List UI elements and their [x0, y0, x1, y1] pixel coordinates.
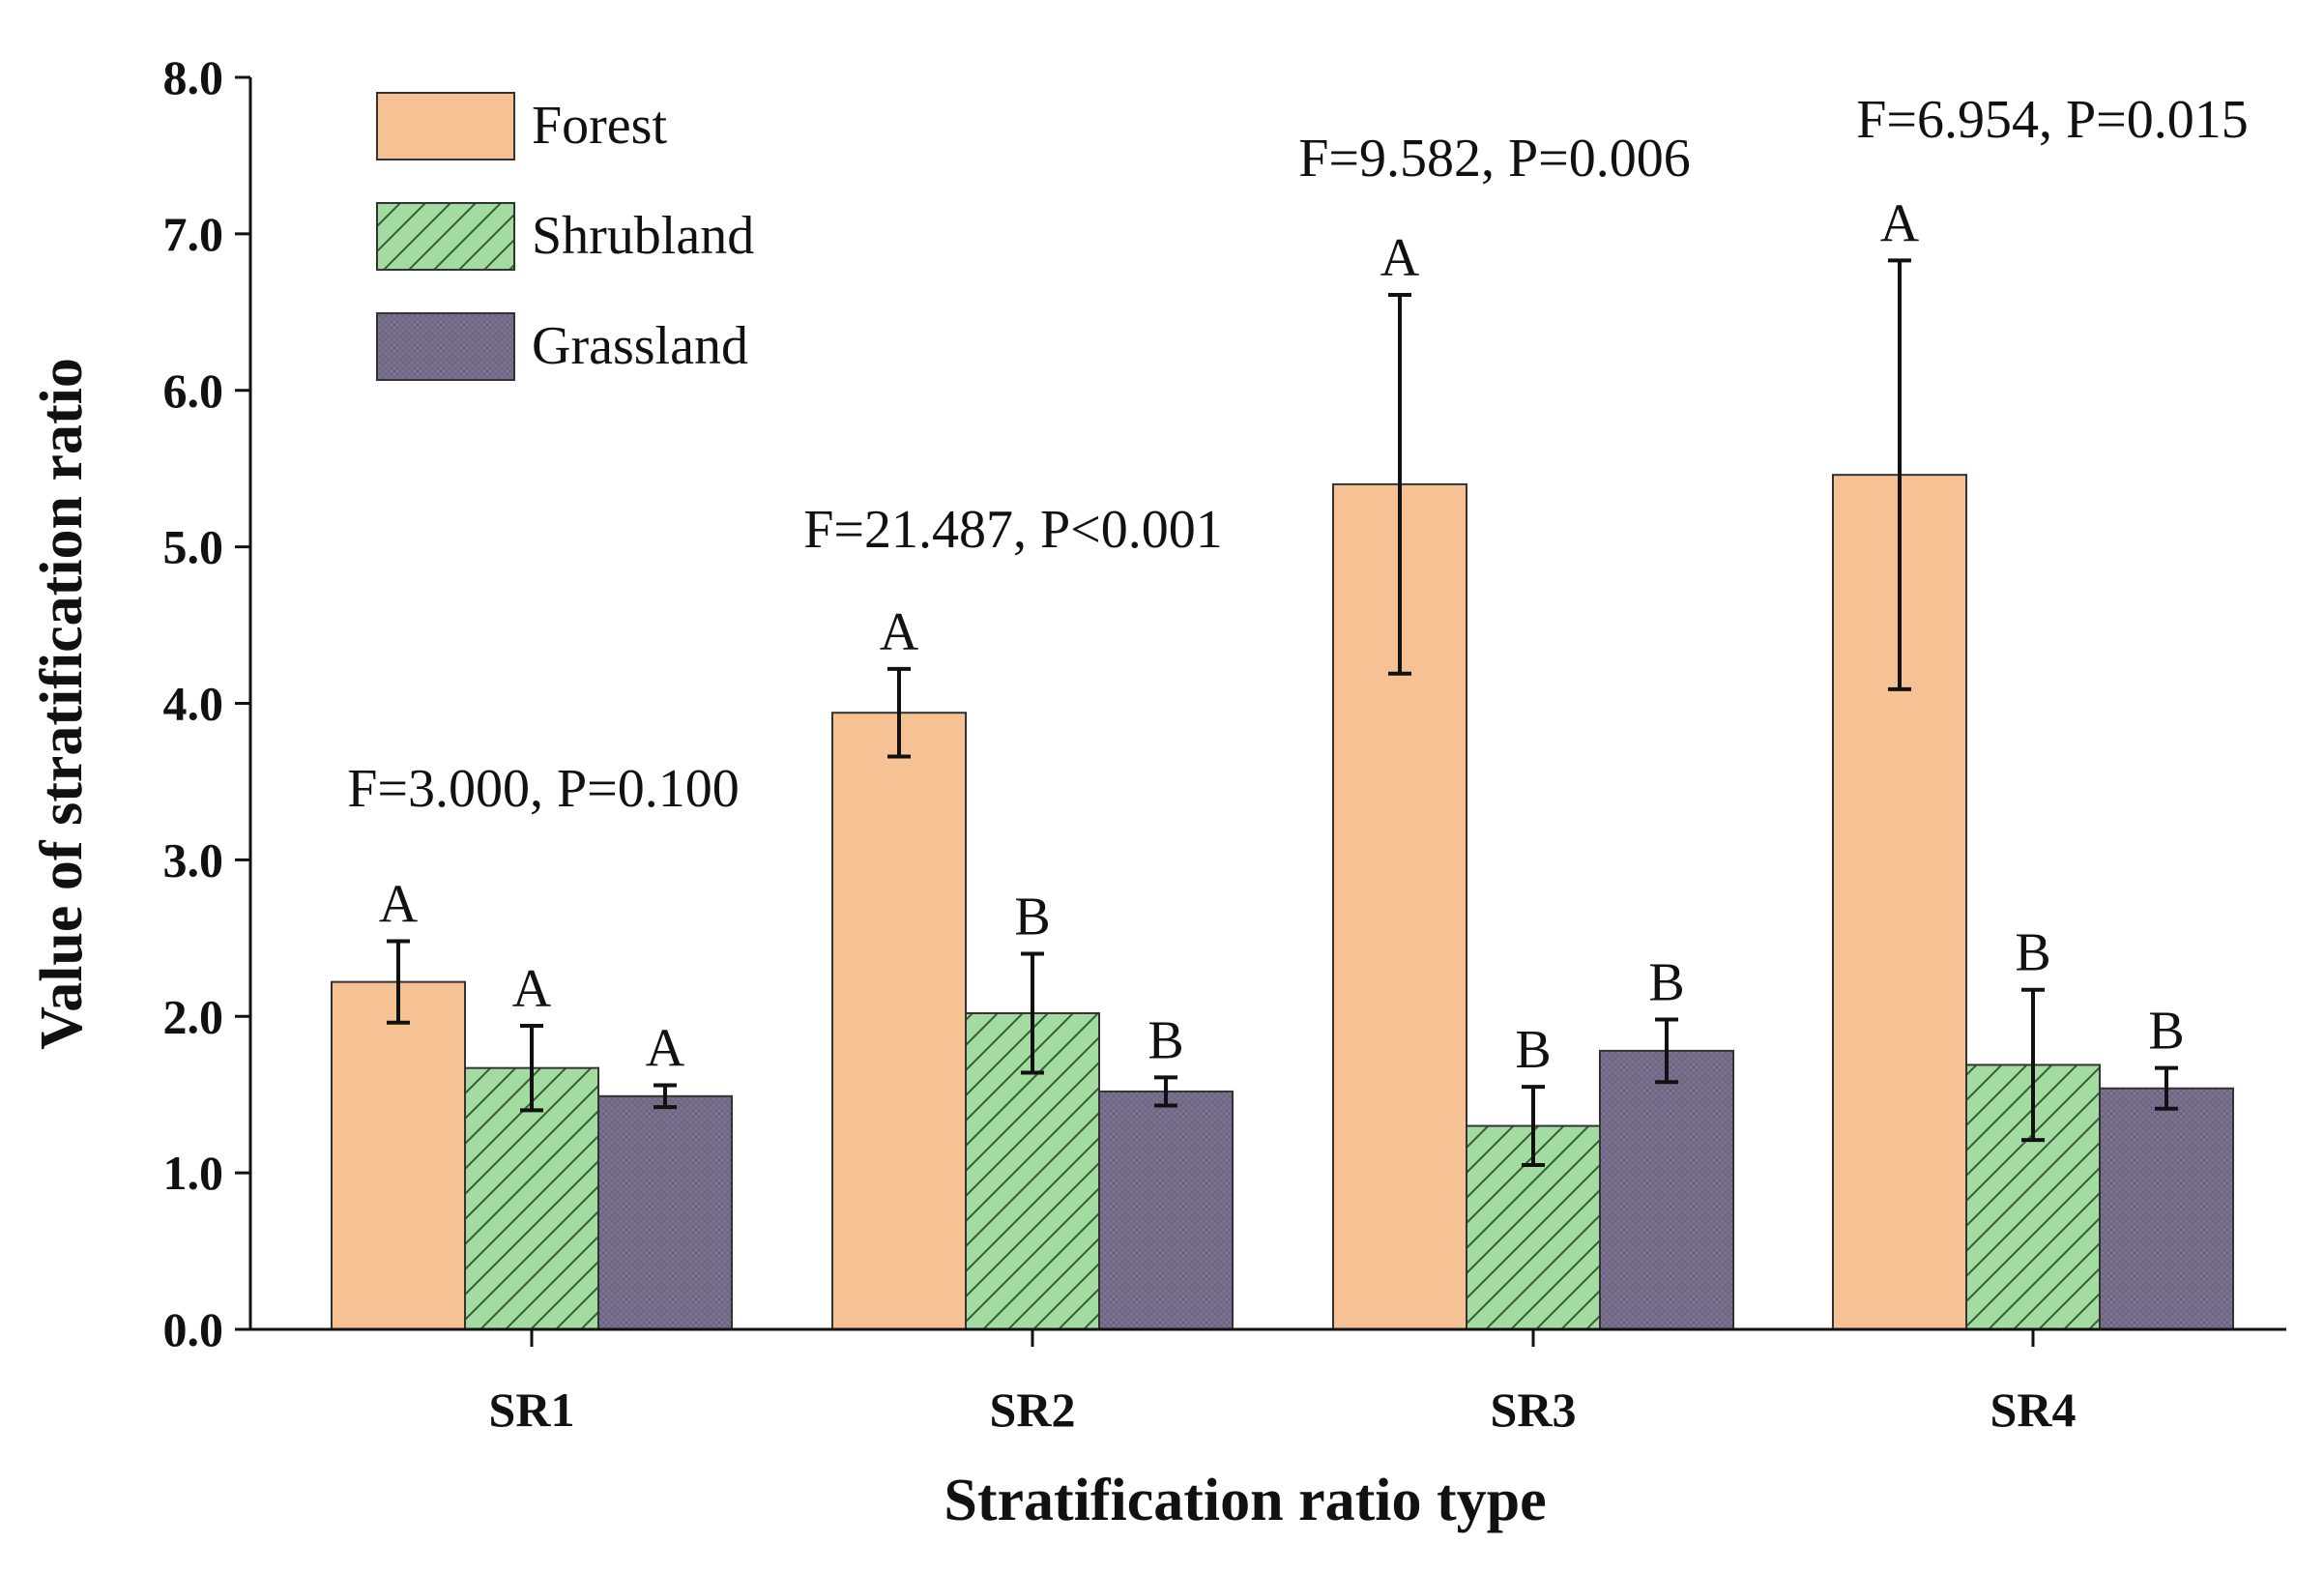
y-tick-label: 2.0	[163, 989, 224, 1043]
error-bar	[1021, 951, 1044, 1075]
x-tick-label: SR4	[1990, 1383, 2077, 1437]
x-tick-label: SR2	[990, 1383, 1076, 1437]
anova-annotation: F=3.000, P=0.100	[347, 759, 739, 819]
legend-swatch	[376, 92, 515, 160]
significance-letter: A	[1380, 228, 1420, 288]
error-bar	[1522, 1085, 1545, 1168]
legend-label: Grassland	[532, 316, 748, 376]
anova-annotation: F=21.487, P<0.001	[803, 500, 1222, 560]
anova-annotation: F=6.954, P=0.015	[1856, 90, 2248, 150]
error-bar	[2021, 987, 2045, 1143]
axes: SR1 SR2 SR3 SR4 0.0 1.0 2.0 3.0 4.0 5.0 6.0 7.0 8.0	[163, 50, 2286, 1437]
error-bar	[654, 1083, 677, 1110]
error-bar	[387, 939, 410, 1025]
significance-letter: B	[1515, 1020, 1551, 1080]
error-bar	[1154, 1075, 1177, 1108]
significance-letter: A	[1880, 193, 1920, 253]
bar-forest-sr1	[331, 980, 466, 1330]
bar-grassland-sr2	[1098, 1090, 1234, 1330]
legend-item-forest: Forest	[376, 92, 667, 160]
bar-grassland-sr1	[597, 1094, 733, 1331]
y-tick-label: 0.0	[163, 1302, 224, 1356]
error-bar	[887, 666, 911, 759]
significance-letter: B	[2148, 1002, 2184, 1062]
error-bar	[520, 1023, 543, 1113]
significance-letter: A	[880, 602, 919, 662]
significance-letter: B	[1014, 888, 1050, 947]
y-tick-label: 1.0	[163, 1146, 224, 1200]
error-bar	[1388, 293, 1411, 676]
plot-area: A A A F=3.000, P=0.100 A B B F=21.487, P<0.001 A…	[331, 90, 2249, 1331]
y-tick-label: 8.0	[163, 50, 224, 104]
legend-swatch	[376, 312, 515, 381]
significance-letter: B	[2015, 923, 2050, 983]
bar-grassland-sr4	[2099, 1087, 2234, 1331]
legend-swatch	[376, 202, 515, 271]
y-tick-label: 4.0	[163, 677, 224, 731]
error-bar	[2155, 1065, 2178, 1111]
significance-letter: A	[512, 959, 552, 1019]
legend-label: Shrubland	[532, 206, 754, 266]
bar-forest-sr2	[831, 712, 967, 1330]
legend-item-grassland: Grassland	[376, 312, 748, 381]
x-axis-title: Stratification ratio type	[944, 1468, 1546, 1533]
legend: Forest Shrubland Grassland	[376, 92, 754, 381]
y-tick-label: 5.0	[163, 520, 224, 574]
significance-letter: A	[646, 1018, 685, 1078]
y-tick-label: 3.0	[163, 832, 224, 887]
anova-annotation: F=9.582, P=0.006	[1298, 129, 1690, 189]
x-tick-label: SR3	[1491, 1383, 1577, 1437]
x-tick-label: SR1	[489, 1383, 575, 1437]
legend-label: Forest	[532, 96, 667, 156]
legend-item-shrubland: Shrubland	[376, 202, 754, 271]
y-tick-label: 7.0	[163, 207, 224, 261]
bar-grassland-sr3	[1599, 1049, 1734, 1331]
significance-letter: A	[379, 875, 419, 935]
significance-letter: B	[1648, 952, 1684, 1012]
significance-letter: B	[1147, 1010, 1183, 1070]
error-bar	[1888, 258, 1911, 691]
error-bar	[1655, 1017, 1678, 1085]
y-tick-label: 6.0	[163, 364, 224, 418]
y-axis-title: Value of stratification ratio	[29, 358, 95, 1050]
